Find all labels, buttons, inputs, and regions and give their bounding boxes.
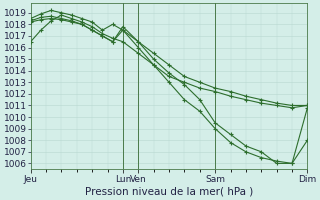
X-axis label: Pression niveau de la mer( hPa ): Pression niveau de la mer( hPa )	[85, 187, 253, 197]
